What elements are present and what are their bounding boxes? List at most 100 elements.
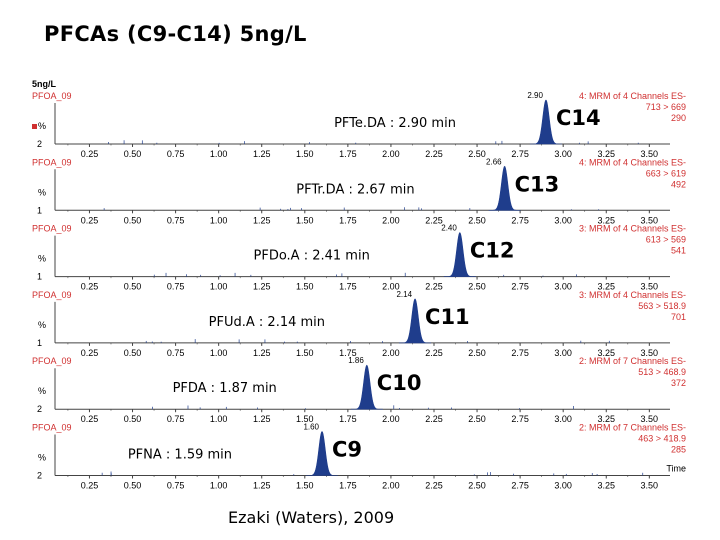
x-tick-label: 1.50 xyxy=(296,414,314,424)
channel-label: 4: MRM of 4 Channels ES- xyxy=(579,157,686,167)
file-label: PFOA_09 xyxy=(32,290,72,300)
intensity-label: 541 xyxy=(671,246,686,256)
x-tick-label: 0.50 xyxy=(124,481,142,491)
y-min-label: 1 xyxy=(37,205,42,215)
transition-label: 663 > 619 xyxy=(646,168,686,178)
x-tick-label: 0.50 xyxy=(124,215,142,225)
file-label: PFOA_09 xyxy=(32,356,72,366)
x-tick-label: 1.00 xyxy=(210,149,228,159)
peak-annotation: PFTe.DA : 2.90 min xyxy=(334,116,456,131)
x-tick-label: 3.25 xyxy=(597,215,615,225)
x-tick-label: 2.25 xyxy=(425,414,443,424)
x-tick-label: 1.00 xyxy=(210,215,228,225)
x-tick-label: 1.75 xyxy=(339,481,357,491)
panel-c13: PFOA_09 4: MRM of 4 Channels ES-663 > 619… xyxy=(32,157,686,225)
x-tick-label: 2.75 xyxy=(511,481,529,491)
y-axis-label: % xyxy=(38,254,46,264)
x-tick-label: 0.25 xyxy=(81,149,99,159)
y-min-label: 2 xyxy=(37,404,42,414)
panel-c11: PFOA_09 3: MRM of 4 Channels ES-563 > 518… xyxy=(32,290,686,358)
x-tick-label: 0.75 xyxy=(167,215,185,225)
x-tick-label: 3.50 xyxy=(641,149,659,159)
x-tick-label: 3.00 xyxy=(554,149,572,159)
x-tick-label: 1.00 xyxy=(210,348,228,358)
x-tick-label: 3.00 xyxy=(554,215,572,225)
x-tick-label: 3.50 xyxy=(641,481,659,491)
y-min-label: 1 xyxy=(37,338,42,348)
x-tick-label: 3.00 xyxy=(554,348,572,358)
x-tick-label: 3.25 xyxy=(597,149,615,159)
x-tick-label: 0.50 xyxy=(124,348,142,358)
x-tick-label: 1.50 xyxy=(296,149,314,159)
x-tick-label: 3.25 xyxy=(597,282,615,292)
x-tick-label: 2.00 xyxy=(382,149,400,159)
x-tick-label: 2.00 xyxy=(382,481,400,491)
x-tick-label: 1.25 xyxy=(253,348,271,358)
x-tick-label: 2.75 xyxy=(511,282,529,292)
peak xyxy=(443,232,476,277)
x-tick-label: 1.50 xyxy=(296,348,314,358)
x-tick-label: 2.50 xyxy=(468,348,486,358)
x-tick-label: 3.50 xyxy=(641,414,659,424)
peak-rt-label: 2.90 xyxy=(527,91,543,100)
x-tick-label: 1.75 xyxy=(339,414,357,424)
x-tick-label: 2.25 xyxy=(425,215,443,225)
x-axis-label: Time xyxy=(666,464,686,474)
transition-label: 513 > 468.9 xyxy=(638,367,686,377)
x-tick-label: 2.75 xyxy=(511,215,529,225)
x-tick-label: 0.50 xyxy=(124,282,142,292)
y-min-label: 2 xyxy=(37,471,42,481)
x-tick-label: 0.25 xyxy=(81,215,99,225)
x-tick-label: 3.25 xyxy=(597,348,615,358)
x-tick-label: 2.75 xyxy=(511,348,529,358)
channel-label: 2: MRM of 7 Channels ES- xyxy=(579,356,686,366)
file-label: PFOA_09 xyxy=(32,157,72,167)
x-tick-label: 1.25 xyxy=(253,414,271,424)
x-tick-label: 1.50 xyxy=(296,481,314,491)
x-tick-label: 0.25 xyxy=(81,348,99,358)
peak-rt-label: 1.86 xyxy=(348,356,364,365)
x-tick-label: 3.00 xyxy=(554,481,572,491)
x-tick-label: 1.25 xyxy=(253,149,271,159)
panel-c9: PFOA_09 2: MRM of 7 Channels ES-463 > 418… xyxy=(32,423,686,491)
y-axis-label: % xyxy=(38,386,46,396)
x-tick-label: 0.75 xyxy=(167,282,185,292)
credit-caption: Ezaki (Waters), 2009 xyxy=(228,508,395,527)
peak xyxy=(529,99,562,145)
x-tick-label: 1.00 xyxy=(210,282,228,292)
peak xyxy=(399,298,432,344)
file-label: PFOA_09 xyxy=(32,91,72,101)
x-tick-label: 0.25 xyxy=(81,282,99,292)
y-axis-label: % xyxy=(38,121,46,131)
x-tick-label: 0.25 xyxy=(81,414,99,424)
peak-rt-label: 2.40 xyxy=(441,224,457,233)
x-tick-label: 2.00 xyxy=(382,414,400,424)
x-tick-label: 1.75 xyxy=(339,215,357,225)
compound-label: C10 xyxy=(377,371,422,395)
x-tick-label: 0.75 xyxy=(167,348,185,358)
x-tick-label: 1.25 xyxy=(253,282,271,292)
panel-c14: PFOA_09 4: MRM of 4 Channels ES-713 > 669… xyxy=(32,91,686,159)
intensity-label: 492 xyxy=(671,179,686,189)
y-min-label: 2 xyxy=(37,139,42,149)
peak-annotation: PFUd.A : 2.14 min xyxy=(209,315,325,330)
x-tick-label: 2.25 xyxy=(425,282,443,292)
transition-label: 613 > 569 xyxy=(646,235,686,245)
transition-label: 713 > 669 xyxy=(646,102,686,112)
x-tick-label: 0.50 xyxy=(124,149,142,159)
sample-label: 5ng/L xyxy=(32,79,57,89)
x-tick-label: 1.75 xyxy=(339,348,357,358)
compound-label: C12 xyxy=(470,239,515,263)
y-axis-label: % xyxy=(38,320,46,330)
x-tick-label: 2.00 xyxy=(382,348,400,358)
x-tick-label: 3.00 xyxy=(554,414,572,424)
x-tick-label: 3.25 xyxy=(597,481,615,491)
transition-label: 463 > 418.9 xyxy=(638,434,686,444)
intensity-label: 372 xyxy=(671,378,686,388)
x-tick-label: 1.75 xyxy=(339,149,357,159)
peak-rt-label: 2.14 xyxy=(396,290,412,299)
peak-annotation: PFDA : 1.87 min xyxy=(173,381,277,396)
x-tick-label: 1.00 xyxy=(210,414,228,424)
x-tick-label: 2.50 xyxy=(468,149,486,159)
transition-label: 563 > 518.9 xyxy=(638,301,686,311)
